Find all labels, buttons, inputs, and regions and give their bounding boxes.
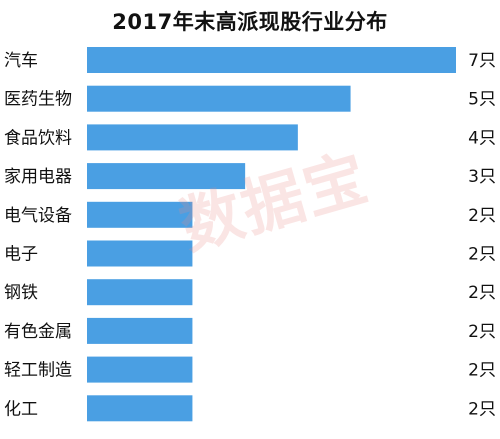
value-label: 2只	[468, 361, 496, 381]
value-label: 2只	[468, 283, 496, 303]
value-label: 2只	[468, 399, 496, 419]
chart-title: 2017年末高派现股行业分布	[112, 10, 388, 34]
category-label: 电气设备	[4, 206, 72, 226]
bar	[87, 356, 193, 383]
category-label: 家用电器	[4, 167, 72, 187]
bar	[87, 317, 193, 344]
bar	[87, 85, 351, 112]
bar	[87, 279, 193, 306]
bar	[87, 124, 298, 151]
value-label: 4只	[468, 128, 496, 148]
bar	[87, 395, 193, 422]
value-label: 2只	[468, 245, 496, 265]
category-label: 汽车	[4, 51, 38, 71]
value-label: 7只	[468, 51, 496, 71]
bar	[87, 240, 193, 267]
category-label: 化工	[4, 399, 38, 419]
category-label: 电子	[4, 245, 38, 265]
category-label: 有色金属	[4, 322, 72, 342]
bar	[87, 201, 193, 228]
value-label: 3只	[468, 167, 496, 187]
value-label: 2只	[468, 322, 496, 342]
value-label: 2只	[468, 206, 496, 226]
category-label: 医药生物	[4, 90, 72, 110]
category-label: 钢铁	[4, 283, 38, 303]
value-label: 5只	[468, 90, 496, 110]
bar	[87, 47, 456, 73]
category-label: 轻工制造	[4, 361, 72, 381]
category-label: 食品饮料	[4, 128, 72, 148]
bar	[87, 163, 246, 190]
